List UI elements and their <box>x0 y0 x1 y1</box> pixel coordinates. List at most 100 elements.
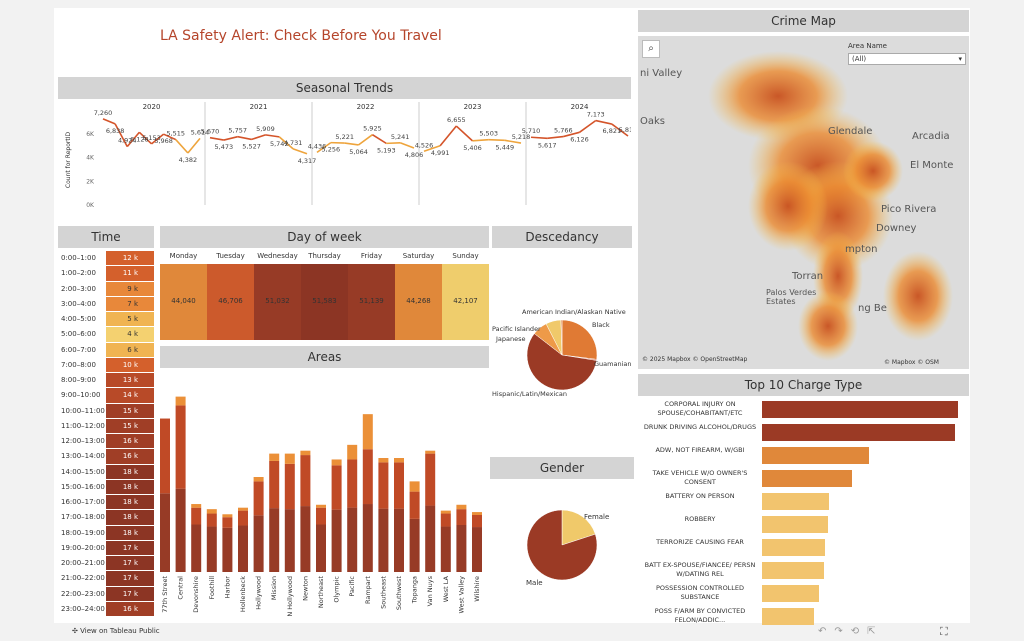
charge-bar[interactable] <box>762 608 814 625</box>
charge-bar[interactable] <box>762 447 869 464</box>
time-row[interactable]: 15:00–16:00 18 k <box>58 479 154 495</box>
data-label: 5,515 <box>166 130 185 138</box>
area-filter-select[interactable]: (All) ▾ <box>848 53 966 65</box>
time-row[interactable]: 18:00–19:00 18 k <box>58 525 154 540</box>
day-cell[interactable]: Sunday 42,107 <box>442 252 489 340</box>
time-row[interactable]: 8:00–9:00 13 k <box>58 373 154 388</box>
charge-bar[interactable] <box>762 493 829 510</box>
charge-bar[interactable] <box>762 424 955 441</box>
map-search-button[interactable]: ⌕ <box>642 40 660 58</box>
series-line <box>223 135 238 141</box>
series-line <box>358 134 373 146</box>
data-label: 5,670 <box>201 128 220 136</box>
area-bar-low <box>456 525 467 572</box>
data-label: 5,218 <box>512 133 531 141</box>
time-row[interactable]: 22:00–23:00 17 k <box>58 586 154 601</box>
time-row[interactable]: 4:00–5:00 5 k <box>58 312 154 327</box>
time-value: 9 k <box>106 281 154 296</box>
series-line <box>126 131 140 148</box>
areas-bar-chart[interactable]: 77th Street Central Devonshire Foothill Harb… <box>156 370 492 624</box>
pie-slice <box>560 319 563 356</box>
area-label: Olympic <box>333 576 341 603</box>
time-row[interactable]: 21:00–22:00 17 k <box>58 571 154 586</box>
time-row[interactable]: 2:00–3:00 9 k <box>58 281 154 296</box>
map-place: Oaks <box>640 116 665 127</box>
charge-bar[interactable] <box>762 539 825 556</box>
time-row[interactable]: 20:00–21:00 17 k <box>58 556 154 571</box>
charge-bar[interactable] <box>762 516 828 533</box>
area-bar-top <box>440 510 451 514</box>
charge-bar[interactable] <box>762 401 958 418</box>
series-line <box>251 134 266 141</box>
revert-icon[interactable]: ⟲ <box>850 626 868 637</box>
time-row[interactable]: 5:00–6:00 4 k <box>58 327 154 342</box>
time-row[interactable]: 12:00–13:00 16 k <box>58 434 154 449</box>
area-bar <box>300 455 311 507</box>
time-row[interactable]: 16:00–17:00 18 k <box>58 495 154 510</box>
time-row[interactable]: 14:00–15:00 18 k <box>58 464 154 479</box>
time-row[interactable]: 11:00–12:00 15 k <box>58 418 154 434</box>
series-line <box>278 136 294 150</box>
chevron-down-icon: ▾ <box>958 55 962 63</box>
time-value: 10 k <box>106 357 154 373</box>
series-line <box>151 133 165 145</box>
day-value: 44,040 <box>171 297 196 305</box>
charge-label: POSS F/ARM BY CONVICTED FELON/ADDIC... <box>654 607 746 624</box>
area-bar-top <box>206 509 217 514</box>
area-bar <box>394 462 404 509</box>
day-cell[interactable]: Friday 51,139 <box>348 252 395 340</box>
data-label: 5,710 <box>522 127 541 135</box>
time-row[interactable]: 13:00–14:00 16 k <box>58 449 154 464</box>
map-place: Glendale <box>828 126 873 137</box>
time-row[interactable]: 9:00–10:00 14 k <box>58 388 154 403</box>
pie-label: Male <box>526 579 543 587</box>
charge-bar[interactable] <box>762 562 824 579</box>
pie-label: Hispanic/Latin/Mexican <box>492 390 567 398</box>
charge-bar[interactable] <box>762 470 852 487</box>
crime-map[interactable]: ⌕ Area Name (All) ▾ ni Valley Oaks Glenda… <box>638 36 969 369</box>
day-cell[interactable]: Wednesday 51,032 <box>254 252 301 340</box>
time-value: 7 k <box>106 296 154 312</box>
area-bar-low <box>331 509 342 572</box>
time-row[interactable]: 3:00–4:00 7 k <box>58 296 154 312</box>
tableau-public-link[interactable]: ✣ View on Tableau Public <box>72 627 160 635</box>
time-row[interactable]: 6:00–7:00 6 k <box>58 342 154 357</box>
time-row[interactable]: 17:00–18:00 18 k <box>58 510 154 525</box>
area-label: Southwest <box>395 576 403 611</box>
descent-pie-chart[interactable]: American Indian/Alaskan Native Black Guama… <box>490 300 636 410</box>
time-label: 17:00–18:00 <box>61 513 105 522</box>
redo-icon[interactable]: ↷ <box>834 626 851 637</box>
data-label: 5,527 <box>242 142 261 150</box>
day-cell[interactable]: Tuesday 46,706 <box>207 252 254 340</box>
time-label: 8:00–9:00 <box>61 376 96 384</box>
series-line <box>316 141 332 154</box>
time-row[interactable]: 1:00–2:00 11 k <box>58 266 154 281</box>
data-label: 5,742 <box>270 140 289 148</box>
time-label: 12:00–13:00 <box>61 437 105 445</box>
day-cell[interactable]: Thursday 51,583 <box>301 252 348 340</box>
day-cell[interactable]: Saturday 44,268 <box>395 252 442 340</box>
area-label: Pacific <box>348 576 356 597</box>
time-value: 18 k <box>106 495 154 510</box>
day-cell[interactable]: Monday 44,040 <box>160 252 207 340</box>
time-row[interactable]: 7:00–8:00 10 k <box>58 357 154 373</box>
day-value: 46,706 <box>218 297 243 305</box>
area-bar <box>440 513 451 527</box>
charge-bar[interactable] <box>762 585 819 602</box>
series-line <box>292 148 308 155</box>
area-bar-low <box>284 509 295 572</box>
charge-label: ROBBERY <box>684 515 716 523</box>
gender-pie-chart[interactable]: Female Male <box>510 505 630 595</box>
area-bar-top <box>394 458 404 463</box>
area-bar-low <box>362 504 373 572</box>
undo-icon[interactable]: ↶ <box>818 626 835 637</box>
share-icon[interactable]: ⇱ <box>867 626 884 637</box>
map-place: El Monte <box>910 160 954 171</box>
time-row[interactable]: 0:00–1:00 12 k <box>58 251 154 266</box>
time-row[interactable]: 10:00–11:00 15 k <box>58 403 154 418</box>
time-row[interactable]: 19:00–20:00 17 k <box>58 540 154 556</box>
seasonal-trends-chart[interactable]: 0K 2K 4K 6K Count for ReportID 2020 7,260 6,838… <box>58 100 631 214</box>
day-label: Wednesday <box>257 252 298 260</box>
time-row[interactable]: 23:00–24:00 16 k <box>58 601 154 617</box>
fullscreen-icon[interactable]: ⛶ <box>940 625 948 638</box>
